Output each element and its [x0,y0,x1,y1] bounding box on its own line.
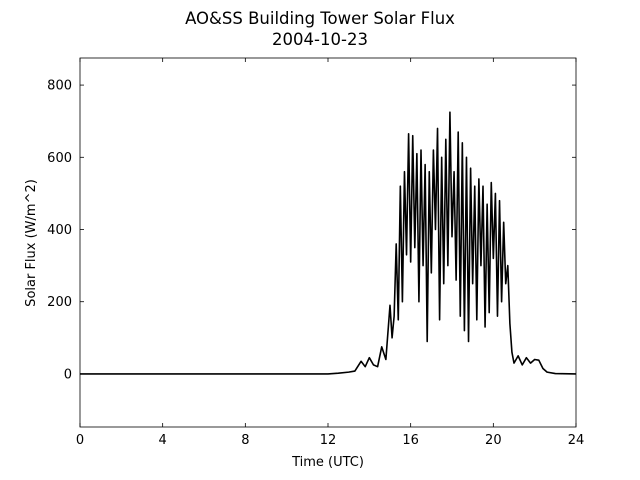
x-tick-label: 4 [159,433,167,448]
x-tick-label: 12 [320,433,337,448]
y-tick-label: 0 [64,367,72,382]
y-tick-label: 800 [47,79,72,94]
chart-subtitle: 2004-10-23 [272,30,368,49]
y-axis-label: Solar Flux (W/m^2) [24,179,39,307]
x-tick-label: 16 [402,433,419,448]
y-tick-label: 400 [47,223,72,238]
x-tick-label: 20 [485,433,502,448]
x-tick-label: 8 [241,433,249,448]
x-tick-label: 24 [568,433,585,448]
data-line [80,111,577,375]
chart-title: AO&SS Building Tower Solar Flux [185,9,455,28]
y-tick-label: 200 [47,295,72,310]
x-axis-label: Time (UTC) [291,455,364,470]
x-tick-label: 0 [76,433,84,448]
y-tick-label: 600 [47,151,72,166]
plot-frame [79,57,577,428]
